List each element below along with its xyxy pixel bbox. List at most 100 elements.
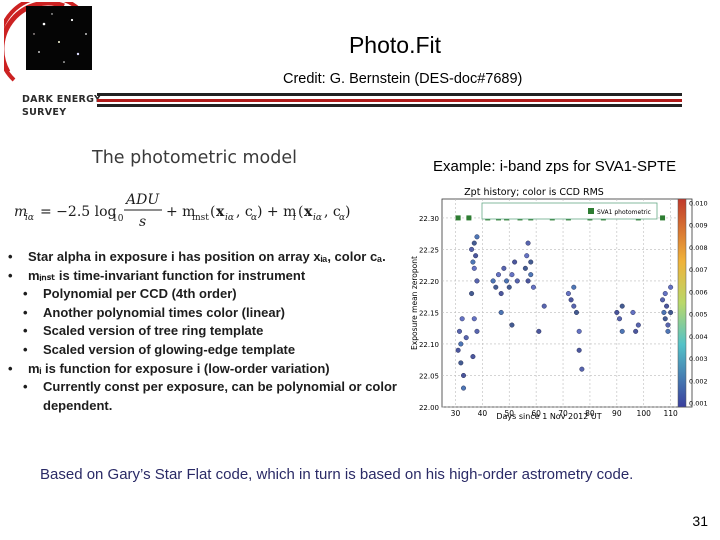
svg-text:, c: , c	[324, 204, 341, 220]
svg-text:α: α	[339, 213, 345, 223]
data-point	[473, 253, 479, 259]
data-point	[662, 316, 668, 322]
data-point	[498, 291, 504, 297]
x-tick-label: 110	[663, 409, 678, 418]
data-point	[506, 284, 512, 290]
y-tick-label: 22.25	[419, 246, 439, 254]
data-point	[614, 309, 620, 315]
data-point	[576, 347, 582, 353]
credit-line: Credit: G. Bernstein (DES-doc#7689)	[283, 71, 523, 87]
bullet-subitem: • Polynomial per CCD (4th order)	[23, 286, 237, 302]
y-tick-label: 22.15	[419, 309, 439, 317]
x-tick-label: 60	[531, 409, 541, 418]
data-point	[470, 354, 476, 360]
x-tick-label: 90	[612, 409, 622, 418]
legend-marker	[588, 208, 594, 214]
data-point	[541, 303, 547, 309]
data-point	[522, 265, 528, 271]
bullet-item: • Star alpha in exposure i has position o…	[8, 249, 386, 264]
data-point	[470, 259, 476, 265]
chart-legend: SVA1 photometric	[481, 202, 658, 220]
data-point	[665, 328, 671, 334]
bullet-continuation: dependent.	[43, 397, 113, 413]
data-point	[495, 272, 501, 278]
colorbar-tick-label: 0.009	[689, 222, 708, 230]
example-caption: Example: i-band zps for SVA1-SPTE	[433, 158, 677, 175]
svg-text:(: (	[298, 204, 303, 220]
data-point	[458, 341, 464, 347]
data-point	[509, 272, 515, 278]
plot-area	[441, 198, 693, 408]
data-point	[524, 253, 530, 259]
data-point	[493, 284, 499, 290]
footer-caption: Based on Gary’s Star Flat code, which in…	[40, 466, 634, 483]
colorbar-tick-label: 0.004	[689, 333, 708, 341]
x-tick-label: 80	[585, 409, 595, 418]
header-rule-bottom	[97, 104, 682, 107]
svg-text:= −2.5 log: = −2.5 log	[40, 204, 117, 220]
svg-text:, c: , c	[236, 204, 253, 220]
data-point	[498, 309, 504, 315]
data-point	[456, 328, 462, 334]
colorbar-tick-label: 0.005	[689, 311, 708, 319]
data-point	[661, 309, 667, 315]
bullet-subitem: • Scaled version of tree ring template	[23, 323, 264, 339]
colorbar-tick-label: 0.001	[689, 400, 708, 408]
data-point	[474, 328, 480, 334]
data-point	[619, 328, 625, 334]
data-point	[490, 278, 496, 284]
data-point	[568, 297, 574, 303]
section-title: The photometric model	[92, 148, 297, 168]
data-point	[512, 259, 518, 265]
header-rule-red	[97, 99, 682, 102]
svg-text:α: α	[251, 213, 257, 223]
data-point	[536, 328, 542, 334]
svg-text:i: i	[293, 213, 296, 223]
data-point	[461, 372, 467, 378]
data-point	[664, 303, 670, 309]
data-point	[662, 291, 668, 297]
data-point	[471, 240, 477, 246]
colorbar-ticks: 0.010 0.009 0.008 0.007 0.006 0.005 0.004 0.003…	[689, 200, 708, 408]
x-tick-label: 100	[637, 409, 652, 418]
des-logo	[4, 2, 96, 92]
data-point	[668, 309, 674, 315]
data-point	[571, 303, 577, 309]
x-tick-label: 30	[451, 409, 461, 418]
bullet-subitem: • Scaled version of glowing-edge template	[23, 341, 296, 357]
svg-text:10: 10	[112, 214, 124, 224]
logo-text: DARK ENERGY SURVEY	[22, 93, 101, 119]
data-point	[528, 259, 534, 265]
colorbar-tick-label: 0.010	[689, 200, 708, 208]
data-point	[469, 246, 475, 252]
photometric-flag-marker	[660, 215, 666, 221]
data-point	[501, 265, 507, 271]
data-point	[630, 309, 636, 315]
data-point	[471, 316, 477, 322]
data-point	[455, 347, 461, 353]
svg-text:x: x	[216, 204, 225, 220]
data-point	[619, 303, 625, 309]
y-tick-label: 22.05	[419, 372, 439, 380]
svg-text:inst: inst	[192, 213, 209, 223]
data-point	[573, 309, 579, 315]
data-point	[665, 322, 671, 328]
data-point	[474, 234, 480, 240]
data-point	[660, 297, 666, 303]
y-tick-label: 22.30	[419, 215, 439, 223]
data-point	[474, 278, 480, 284]
data-point	[525, 240, 531, 246]
photometric-equation: m iα = −2.5 log 10 ADU s + m inst ( x iα…	[14, 192, 350, 230]
bullet-subitem: • Another polynomial times color (linear)	[23, 304, 285, 320]
header-rule-top	[97, 93, 682, 96]
logo-text-line1: DARK ENERGY	[22, 94, 102, 105]
bullet-item: • mᵢ is function for exposure i (low-orde…	[8, 360, 330, 376]
bullet-list: • Star alpha in exposure i has position o…	[6, 248, 397, 415]
data-point	[463, 335, 469, 341]
data-point	[635, 322, 641, 328]
svg-text:s: s	[139, 214, 146, 230]
colorbar-tick-label: 0.002	[689, 377, 708, 385]
data-point	[514, 278, 520, 284]
colorbar-tick-label: 0.003	[689, 355, 708, 363]
data-point	[459, 316, 465, 322]
